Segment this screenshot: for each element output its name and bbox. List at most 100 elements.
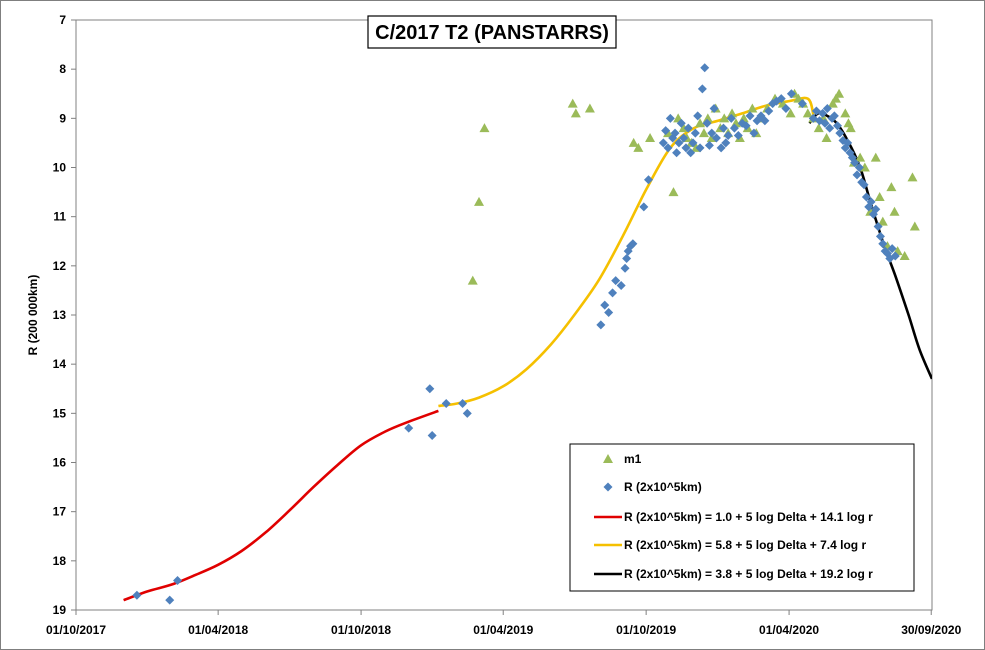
legend-entry: R (2x10^5km) = 5.8 + 5 log Delta + 7.4 l… (624, 538, 866, 552)
y-axis-label: R (200 000km) (26, 275, 40, 356)
x-tick-label: 01/10/2019 (616, 623, 676, 637)
y-tick-label: 10 (53, 161, 67, 175)
r-point (697, 84, 707, 94)
r-point (616, 281, 626, 290)
legend-entry: R (2x10^5km) = 3.8 + 5 log Delta + 19.2 … (624, 567, 873, 581)
r-point (670, 128, 680, 138)
r-point (643, 175, 653, 185)
m1-point (695, 118, 706, 128)
r-point (875, 231, 885, 241)
r-point (604, 308, 614, 318)
m1-point (633, 142, 644, 152)
r-point (596, 320, 606, 330)
r-point (608, 288, 618, 298)
m1-point (870, 152, 881, 162)
r-point (704, 140, 714, 150)
r-point (674, 138, 684, 148)
m1-point (909, 221, 920, 231)
m1-point (793, 93, 804, 103)
r-point (854, 163, 864, 172)
m1-point (645, 133, 656, 142)
y-axis: 7 8 9 10 11 12 13 14 15 16 17 18 19 (53, 13, 76, 617)
r-point (887, 244, 897, 254)
r-point (825, 123, 835, 133)
m1-point (479, 123, 490, 133)
x-tick-label: 30/09/2020 (901, 623, 961, 637)
r-point (693, 111, 703, 121)
r-point (441, 399, 451, 408)
r-point (749, 128, 759, 138)
r-point (681, 143, 691, 153)
y-tick-label: 8 (59, 62, 66, 76)
r-point (462, 408, 472, 418)
r-point (663, 143, 673, 153)
r-point (873, 222, 883, 231)
r-point (776, 94, 786, 104)
x-tick-label: 01/10/2018 (331, 623, 391, 637)
m1-point (668, 187, 679, 197)
r-point (786, 89, 796, 99)
legend-box (569, 443, 915, 592)
legend: m1 R (2x10^5km) R (2x10^5km) = 1.0 + 5 log… (569, 443, 915, 592)
m1-point (628, 137, 639, 147)
r-point (733, 131, 743, 141)
r-point (686, 148, 696, 158)
r-point (702, 118, 712, 128)
r-point (729, 123, 739, 133)
m1-point (889, 206, 900, 216)
r-point (425, 384, 435, 394)
r-point (835, 128, 845, 138)
r-point (818, 108, 828, 118)
r-point (741, 121, 751, 131)
r-point (859, 180, 869, 190)
chart-title-box: C/2017 T2 (PANSTARRS) (367, 15, 617, 49)
r-point (760, 116, 770, 126)
r-point (427, 430, 437, 440)
y-tick-label: 18 (53, 554, 67, 568)
r-point (688, 138, 698, 148)
x-tick-label: 01/04/2019 (473, 623, 533, 637)
r-point (890, 251, 900, 261)
r-point (726, 113, 736, 123)
r-point (628, 239, 638, 249)
r-point (829, 111, 839, 121)
r-point (861, 192, 871, 202)
r-point (132, 590, 142, 600)
legend-entry: R (2x10^5km) = 1.0 + 5 log Delta + 14.1 … (624, 510, 873, 524)
r-point (709, 104, 719, 113)
r-point (165, 595, 175, 605)
x-axis: 01/10/2017 01/04/2018 01/10/2018 01/04/2019… (46, 610, 962, 637)
r-point (672, 148, 682, 158)
y-tick-label: 13 (53, 308, 67, 322)
m1-point (570, 108, 581, 118)
y-tick-label: 17 (53, 505, 67, 519)
r-point (695, 143, 705, 153)
r-point (878, 239, 888, 249)
r-point (822, 104, 832, 113)
r-point (718, 123, 728, 133)
m1-point (874, 192, 885, 201)
m1-point (702, 113, 713, 123)
r-point (866, 197, 876, 207)
chart-title: C/2017 T2 (PANSTARRS) (375, 22, 609, 44)
m1-point (567, 98, 578, 108)
y-tick-label: 9 (59, 111, 66, 125)
m1-point (827, 98, 838, 108)
r-point (658, 138, 668, 148)
r-point (676, 118, 686, 128)
m1-point (584, 103, 595, 113)
r-point (797, 99, 807, 109)
m1-point (859, 162, 870, 172)
x-tick-label: 01/04/2020 (759, 623, 819, 637)
x-tick-label: 01/04/2018 (188, 623, 248, 637)
r-point (721, 138, 731, 148)
y-tick-label: 14 (53, 357, 67, 371)
r-point (723, 131, 733, 141)
y-tick-label: 11 (53, 210, 66, 224)
m1-point (840, 108, 851, 118)
r-point (665, 113, 675, 123)
r-point (173, 576, 183, 585)
r-point (700, 63, 710, 73)
legend-m1-marker (603, 454, 613, 463)
